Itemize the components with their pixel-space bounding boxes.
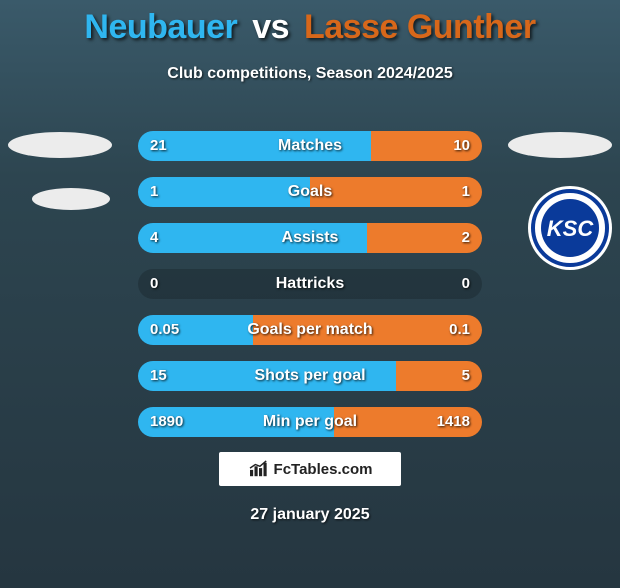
- stat-value-left: 1: [150, 177, 158, 207]
- club-logo-left-2: [32, 188, 110, 210]
- stat-value-left: 15: [150, 361, 167, 391]
- stat-value-left: 0.05: [150, 315, 179, 345]
- stat-label: Goals: [138, 177, 482, 207]
- date-label: 27 january 2025: [0, 506, 620, 524]
- stat-label: Goals per match: [138, 315, 482, 345]
- stat-label: Hattricks: [138, 269, 482, 299]
- player1-name: Neubauer: [84, 8, 237, 46]
- stat-value-left: 1890: [150, 407, 183, 437]
- stat-value-right: 5: [462, 361, 470, 391]
- stat-row: Assists4 2: [138, 223, 482, 253]
- badge-text: KSC: [547, 216, 595, 241]
- stat-value-right: 10: [453, 131, 470, 161]
- stat-row: Min per goal1890 1418: [138, 407, 482, 437]
- stat-value-right: 0: [462, 269, 470, 299]
- club-logo-right-1: [508, 132, 612, 158]
- stat-label: Matches: [138, 131, 482, 161]
- brand-text: FcTables.com: [274, 461, 373, 478]
- versus-title: Neubauer vs Lasse Gunther: [0, 8, 620, 47]
- vs-separator: vs: [252, 8, 289, 46]
- stat-value-left: 0: [150, 269, 158, 299]
- stat-row: Matches21 10: [138, 131, 482, 161]
- stat-label: Shots per goal: [138, 361, 482, 391]
- badge-ring: [533, 191, 607, 265]
- stat-value-right: 2: [462, 223, 470, 253]
- stat-label: Assists: [138, 223, 482, 253]
- stat-value-left: 4: [150, 223, 158, 253]
- stat-value-left: 21: [150, 131, 167, 161]
- stat-rows: Matches21 10 Goals1 1 Assists4 2 Hattricks0 0 Go…: [138, 131, 482, 453]
- stat-value-right: 0.1: [449, 315, 470, 345]
- club-logo-left-1: [8, 132, 112, 158]
- badge-inner: [541, 199, 599, 257]
- infographic-container: Neubauer vs Lasse Gunther Club competiti…: [0, 8, 620, 588]
- stat-row: Goals1 1: [138, 177, 482, 207]
- player2-name: Lasse Gunther: [304, 8, 536, 46]
- stat-row: Shots per goal15 5: [138, 361, 482, 391]
- stat-row: Hattricks0 0: [138, 269, 482, 299]
- stat-value-right: 1418: [437, 407, 470, 437]
- badge-outer-ring: [528, 186, 612, 270]
- stat-label: Min per goal: [138, 407, 482, 437]
- subtitle: Club competitions, Season 2024/2025: [0, 65, 620, 83]
- ksc-badge-icon: KSC: [526, 184, 614, 272]
- stat-row: Goals per match0.05 0.1: [138, 315, 482, 345]
- brand-badge: FcTables.com: [219, 452, 401, 486]
- stat-value-right: 1: [462, 177, 470, 207]
- bar-chart-icon: [248, 460, 270, 478]
